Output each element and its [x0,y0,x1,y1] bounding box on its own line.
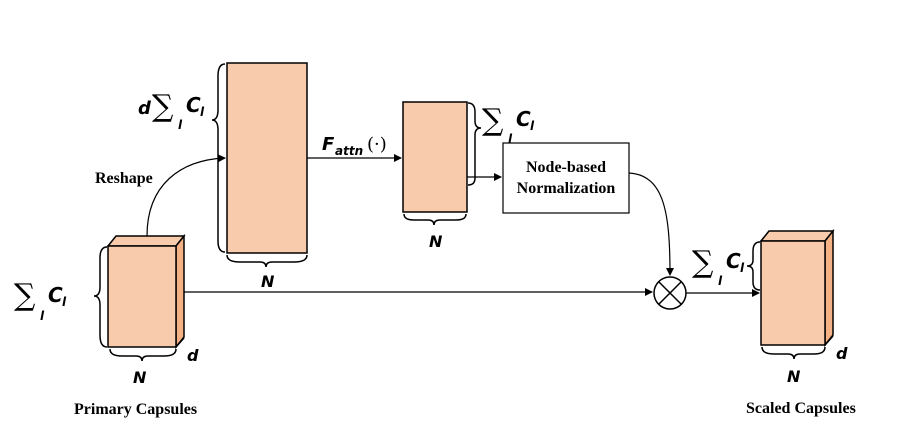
attention-right-brace [467,102,482,186]
primary-d-label: d [187,346,199,365]
c-symbol: C [516,107,531,131]
scaled-bottom-brace [761,346,826,360]
scaled-n-label: N [787,367,801,386]
sum-symbol: ∑ [482,103,504,138]
reshaped-n-label: N [261,272,275,291]
sum-symbol: ∑ [692,245,714,280]
primary-depth-tick [175,337,185,348]
scaled-left-brace [746,241,761,291]
c-subscript: l [62,295,67,309]
f-argument: (·) [367,134,387,155]
reshape-arrow [146,154,226,237]
scaled-capsules-label: Scaled Capsules [746,400,856,417]
attention-sum-label: ∑ l C l [482,103,535,146]
normalization-label-line2: Normalization [517,180,616,197]
c-symbol: C [48,283,63,307]
normalization-label-line1: Node-based [526,159,606,176]
c-subscript: l [530,119,535,133]
attention-bottom-brace [403,213,467,226]
primary-n-label: N [133,368,147,387]
primary-capsules-label: Primary Capsules [74,401,197,418]
scaled-sum-label: ∑ l C l [692,245,745,288]
circled-times-icon [653,276,687,310]
sum-symbol: ∑ [14,278,36,313]
c-symbol: C [186,93,201,117]
sum-subscript: l [508,132,513,146]
scaled-depth-tick [824,335,834,346]
sum-subscript: l [178,118,183,132]
normalization-box [502,142,630,214]
f-subscript: attn [335,144,363,158]
f-symbol: F [322,134,335,155]
c-symbol: C [726,249,741,273]
attention-output-box [402,101,468,213]
primary-sum-label: ∑ l C l [14,278,67,323]
normalization-to-multiply-arrow [628,172,674,276]
sum-subscript: l [40,309,45,323]
scaled-capsules-box [759,228,835,348]
primary-left-brace [93,246,108,348]
scaled-d-label: d [836,344,848,363]
c-subscript: l [200,105,205,119]
attention-n-label: N [429,232,443,251]
reshaped-bottom-brace [226,254,308,268]
primary-bottom-brace [109,348,177,362]
sum-symbol: ∑ [152,89,174,124]
reshaped-matrix-box [226,62,308,254]
f-attn-label: F attn (·) [322,134,387,158]
sum-subscript: l [718,274,723,288]
c-subscript: l [740,261,745,275]
d-symbol: d [138,98,152,119]
reshape-label: Reshape [95,170,153,187]
reshaped-dsum-label: d ∑ l C l [138,89,205,132]
reshaped-left-brace [211,63,226,253]
primary-capsules-box [106,233,186,350]
